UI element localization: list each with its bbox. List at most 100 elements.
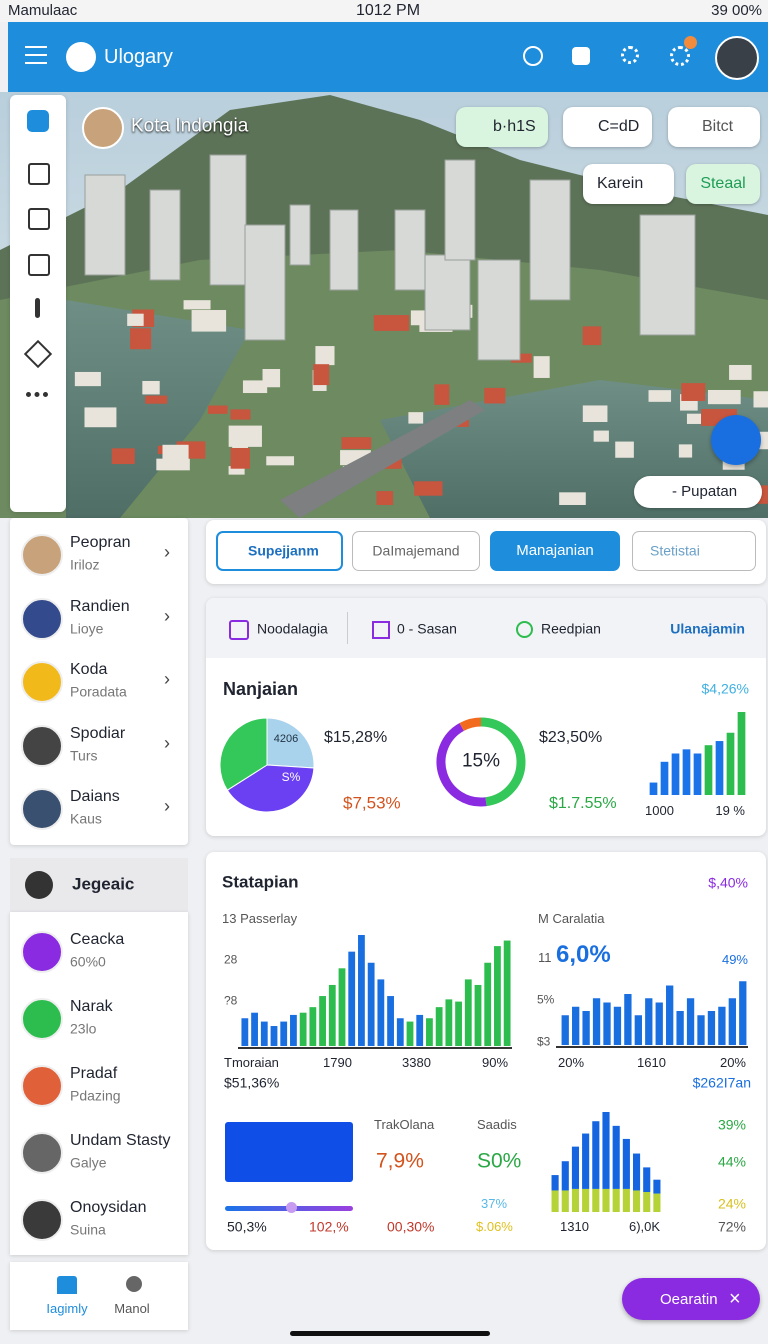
chip[interactable] xyxy=(668,107,760,147)
bar xyxy=(582,1188,590,1212)
tab[interactable] xyxy=(352,531,480,571)
menu-button[interactable] xyxy=(25,46,47,64)
notify-icon[interactable] xyxy=(670,46,690,66)
chip[interactable] xyxy=(583,164,674,204)
bar xyxy=(309,1007,317,1046)
baseline xyxy=(556,1046,748,1048)
tab[interactable] xyxy=(490,531,620,571)
tool-list[interactable] xyxy=(28,208,50,230)
chevron[interactable]: › xyxy=(164,605,170,626)
house xyxy=(582,326,602,346)
search-icon[interactable] xyxy=(523,46,543,66)
dropdown-label: - Pupatan xyxy=(672,482,738,500)
overview-tab[interactable]: Reedpian xyxy=(541,620,601,637)
overview-tab[interactable]: Noodalagia xyxy=(257,620,328,637)
bar xyxy=(426,1018,433,1046)
slider-knob[interactable] xyxy=(286,1202,297,1213)
row-subtitle: Suina xyxy=(70,1221,106,1238)
row-avatar xyxy=(21,1199,63,1241)
chevron[interactable]: › xyxy=(164,796,170,817)
row-title[interactable]: Undam Stasty xyxy=(70,1132,171,1150)
tool-add[interactable] xyxy=(28,163,50,185)
row-title[interactable]: Narak xyxy=(70,998,113,1016)
row-title[interactable]: Koda xyxy=(70,661,108,679)
overview-tab[interactable]: 0 - Sasan xyxy=(397,620,457,637)
tool-pin[interactable] xyxy=(35,298,40,318)
row-title[interactable]: Spodiar xyxy=(70,724,126,742)
chip-label: Bitct xyxy=(702,118,734,136)
nav-home-icon[interactable] xyxy=(57,1276,77,1294)
side-value: 44% xyxy=(717,1153,746,1170)
square-icon[interactable] xyxy=(572,47,590,65)
bar xyxy=(455,1001,462,1046)
row-title[interactable]: Onoysidan xyxy=(70,1199,147,1217)
tool-search[interactable] xyxy=(27,110,49,132)
badge: 49% xyxy=(721,951,748,967)
avatar[interactable] xyxy=(715,36,759,80)
bar xyxy=(602,1188,610,1212)
row-avatar xyxy=(21,1065,63,1107)
house xyxy=(313,364,330,386)
tab-label[interactable]: DaImajemand xyxy=(372,542,460,559)
row-title[interactable]: Daians xyxy=(70,788,120,806)
action-button[interactable] xyxy=(711,415,761,465)
chevron[interactable]: › xyxy=(164,669,170,690)
house xyxy=(230,447,250,469)
x-label: 20% xyxy=(558,1054,585,1070)
nav-user-icon[interactable] xyxy=(126,1276,142,1292)
tool-doc[interactable] xyxy=(28,254,50,276)
total: $51,36% xyxy=(224,1074,280,1091)
row-subtitle: Poradata xyxy=(70,683,127,700)
chip[interactable] xyxy=(456,107,548,147)
fab-close[interactable]: × xyxy=(729,1288,741,1310)
row-title[interactable]: Peopran xyxy=(70,534,131,552)
bar xyxy=(582,1011,590,1045)
tab-label[interactable]: Stetistai xyxy=(650,542,700,559)
tab-label[interactable]: Manajanian xyxy=(516,541,594,559)
dropdown[interactable] xyxy=(634,476,762,508)
house xyxy=(208,405,228,414)
side-value: 72% xyxy=(717,1218,746,1235)
side-value: 24% xyxy=(717,1195,746,1212)
chevron[interactable]: › xyxy=(164,542,170,563)
house xyxy=(533,356,550,378)
apps-icon[interactable] xyxy=(621,46,639,64)
tab-icon xyxy=(516,621,533,638)
bar xyxy=(603,1002,611,1045)
nav-label[interactable]: Manol xyxy=(114,1300,150,1316)
bar xyxy=(367,962,375,1046)
prefix: 11 xyxy=(538,949,552,965)
donut-label: 15% xyxy=(461,750,501,772)
chip-label: b·h1S xyxy=(493,118,536,136)
fab-label[interactable]: Oearatin xyxy=(660,1290,718,1308)
nav-label[interactable]: Iagimly xyxy=(46,1300,88,1316)
axis-label: ?8 xyxy=(224,993,238,1008)
tab-label[interactable]: Supejjanm xyxy=(248,542,319,559)
row-subtitle: Lioye xyxy=(70,619,104,636)
donut-segment xyxy=(480,717,526,807)
chip[interactable] xyxy=(563,107,652,147)
fab[interactable] xyxy=(622,1278,760,1320)
bar xyxy=(653,1179,661,1194)
bar xyxy=(387,996,394,1046)
chip[interactable] xyxy=(686,164,760,204)
overview-tab[interactable]: Ulanajamin xyxy=(670,620,745,637)
bar xyxy=(561,1015,569,1045)
bar xyxy=(338,968,346,1046)
row-title[interactable]: Pradaf xyxy=(70,1065,118,1083)
tab[interactable] xyxy=(216,531,343,571)
x-label: 20% xyxy=(719,1054,746,1070)
section-title: Jegeaic xyxy=(72,874,135,894)
bar xyxy=(655,1002,663,1045)
bar xyxy=(613,1006,622,1045)
badge xyxy=(684,36,697,49)
tool-more[interactable] xyxy=(26,392,48,403)
total: $262I7an xyxy=(692,1074,751,1091)
chevron[interactable]: › xyxy=(164,732,170,753)
house xyxy=(376,491,394,506)
tab[interactable] xyxy=(632,531,756,571)
row-avatar xyxy=(21,597,63,640)
row-title[interactable]: Randien xyxy=(70,597,130,615)
row-title[interactable]: Ceacka xyxy=(70,931,125,949)
